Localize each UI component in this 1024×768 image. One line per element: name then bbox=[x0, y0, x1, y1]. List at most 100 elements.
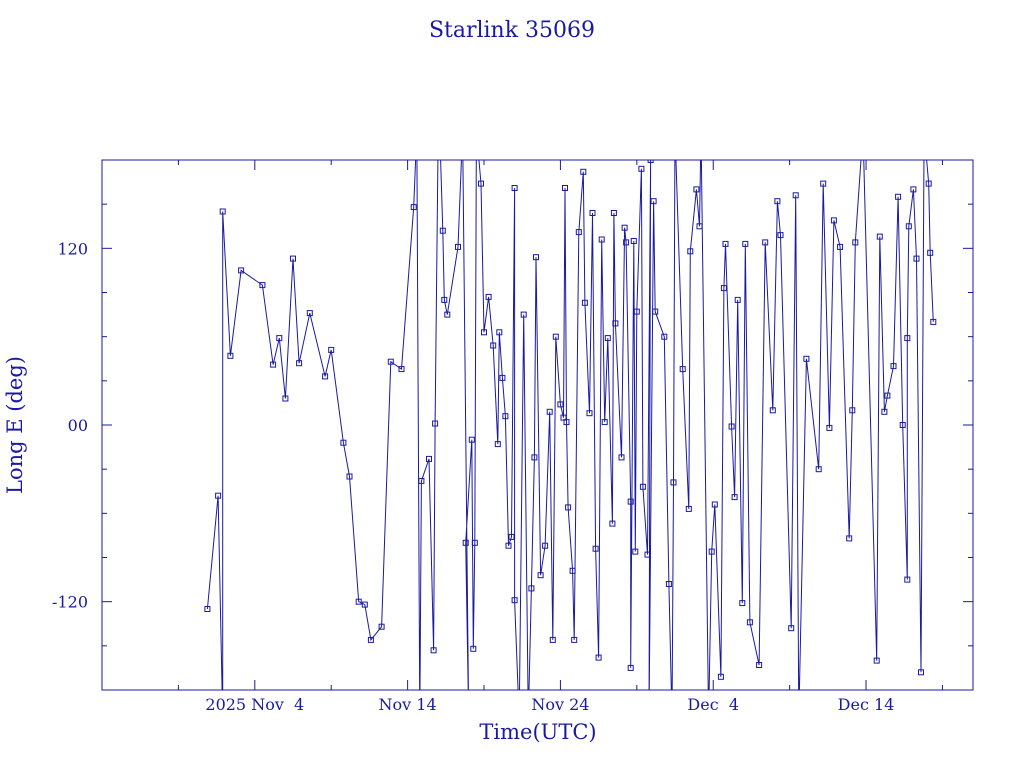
data-point bbox=[511, 597, 518, 604]
chart-title: Starlink 35069 bbox=[429, 18, 595, 43]
data-point bbox=[571, 636, 578, 643]
data-point bbox=[340, 439, 347, 446]
data-point bbox=[693, 186, 700, 193]
data-point bbox=[618, 454, 625, 461]
data-point bbox=[204, 606, 211, 612]
data-point bbox=[665, 581, 672, 587]
data-point bbox=[876, 233, 883, 240]
series-line bbox=[206, 160, 934, 690]
x-tick-labels: 2025 Nov 4 Nov 14 Nov 24 Dec 4 Dec 14 bbox=[205, 695, 894, 714]
y-tick-label: 00 bbox=[68, 416, 88, 435]
data-point bbox=[852, 239, 859, 246]
data-point bbox=[609, 520, 616, 527]
data-point bbox=[542, 542, 549, 549]
data-point bbox=[708, 548, 715, 555]
data-point bbox=[398, 366, 405, 373]
data-point bbox=[227, 352, 234, 359]
data-point bbox=[890, 363, 897, 370]
data-point bbox=[546, 408, 553, 415]
y-tick-label: 120 bbox=[57, 239, 88, 258]
data-point bbox=[219, 208, 226, 215]
data-point bbox=[215, 492, 222, 499]
data-point bbox=[537, 572, 544, 579]
data-point bbox=[720, 285, 727, 292]
data-point bbox=[644, 551, 651, 558]
data-point bbox=[687, 248, 694, 255]
data-point bbox=[589, 210, 596, 216]
y-tick-label: -120 bbox=[52, 593, 88, 612]
data-point bbox=[895, 193, 902, 200]
data-point bbox=[595, 654, 602, 661]
data-point bbox=[638, 165, 645, 172]
data-point bbox=[455, 243, 461, 250]
data-point bbox=[913, 255, 920, 262]
data-point bbox=[496, 329, 503, 336]
data-point bbox=[259, 282, 266, 289]
data-point bbox=[378, 623, 385, 630]
data-point bbox=[731, 494, 738, 501]
data-point bbox=[873, 657, 880, 664]
data-point bbox=[276, 335, 283, 342]
data-point bbox=[282, 395, 289, 402]
data-point bbox=[650, 198, 657, 205]
data-point bbox=[470, 645, 477, 652]
data-point bbox=[647, 160, 654, 163]
data-point bbox=[490, 342, 497, 349]
data-point bbox=[575, 229, 582, 236]
data-point bbox=[788, 625, 795, 632]
data-point bbox=[478, 180, 484, 187]
series-layer bbox=[204, 160, 937, 690]
data-point bbox=[387, 358, 394, 365]
data-point bbox=[661, 333, 668, 340]
data-point bbox=[910, 186, 917, 193]
data-point bbox=[652, 308, 659, 315]
data-point bbox=[565, 504, 572, 511]
data-point bbox=[557, 401, 564, 408]
data-point bbox=[728, 423, 735, 430]
data-point bbox=[930, 318, 937, 325]
data-point bbox=[601, 419, 608, 426]
data-point bbox=[679, 366, 686, 373]
data-point bbox=[722, 240, 729, 247]
data-point bbox=[494, 441, 501, 448]
data-point bbox=[815, 466, 822, 473]
data-point bbox=[549, 636, 556, 643]
data-point bbox=[328, 346, 335, 353]
data-point bbox=[485, 293, 492, 300]
data-point bbox=[592, 545, 599, 552]
data-point bbox=[633, 308, 640, 315]
data-point bbox=[528, 585, 535, 592]
y-axis-label: Long E (deg) bbox=[3, 356, 27, 494]
data-point bbox=[290, 255, 296, 262]
x-tick-label: Dec 4 bbox=[687, 695, 739, 714]
x-tick-label: Nov 24 bbox=[531, 695, 589, 714]
axis-ticks bbox=[102, 160, 973, 690]
data-point bbox=[769, 407, 776, 414]
data-point bbox=[238, 267, 245, 274]
data-point bbox=[739, 600, 746, 607]
data-point bbox=[306, 310, 313, 317]
data-point bbox=[355, 598, 362, 605]
data-point bbox=[696, 223, 703, 230]
data-point bbox=[580, 168, 587, 175]
x-axis-label: Time(UTC) bbox=[479, 720, 596, 744]
data-point bbox=[610, 210, 617, 216]
data-point bbox=[627, 664, 634, 671]
data-point bbox=[444, 311, 451, 318]
data-point bbox=[563, 419, 570, 426]
data-point bbox=[612, 320, 619, 327]
data-point bbox=[346, 473, 353, 480]
data-point bbox=[639, 483, 646, 490]
data-point bbox=[361, 601, 368, 608]
data-point bbox=[734, 296, 741, 303]
data-point bbox=[846, 535, 853, 542]
data-point bbox=[531, 454, 538, 461]
data-point bbox=[899, 422, 906, 428]
data-point bbox=[410, 204, 417, 211]
data-point bbox=[569, 567, 576, 574]
data-point bbox=[685, 505, 692, 512]
data-point bbox=[511, 185, 518, 191]
data-point bbox=[670, 479, 677, 486]
data-point bbox=[621, 224, 628, 231]
data-point bbox=[270, 361, 277, 368]
